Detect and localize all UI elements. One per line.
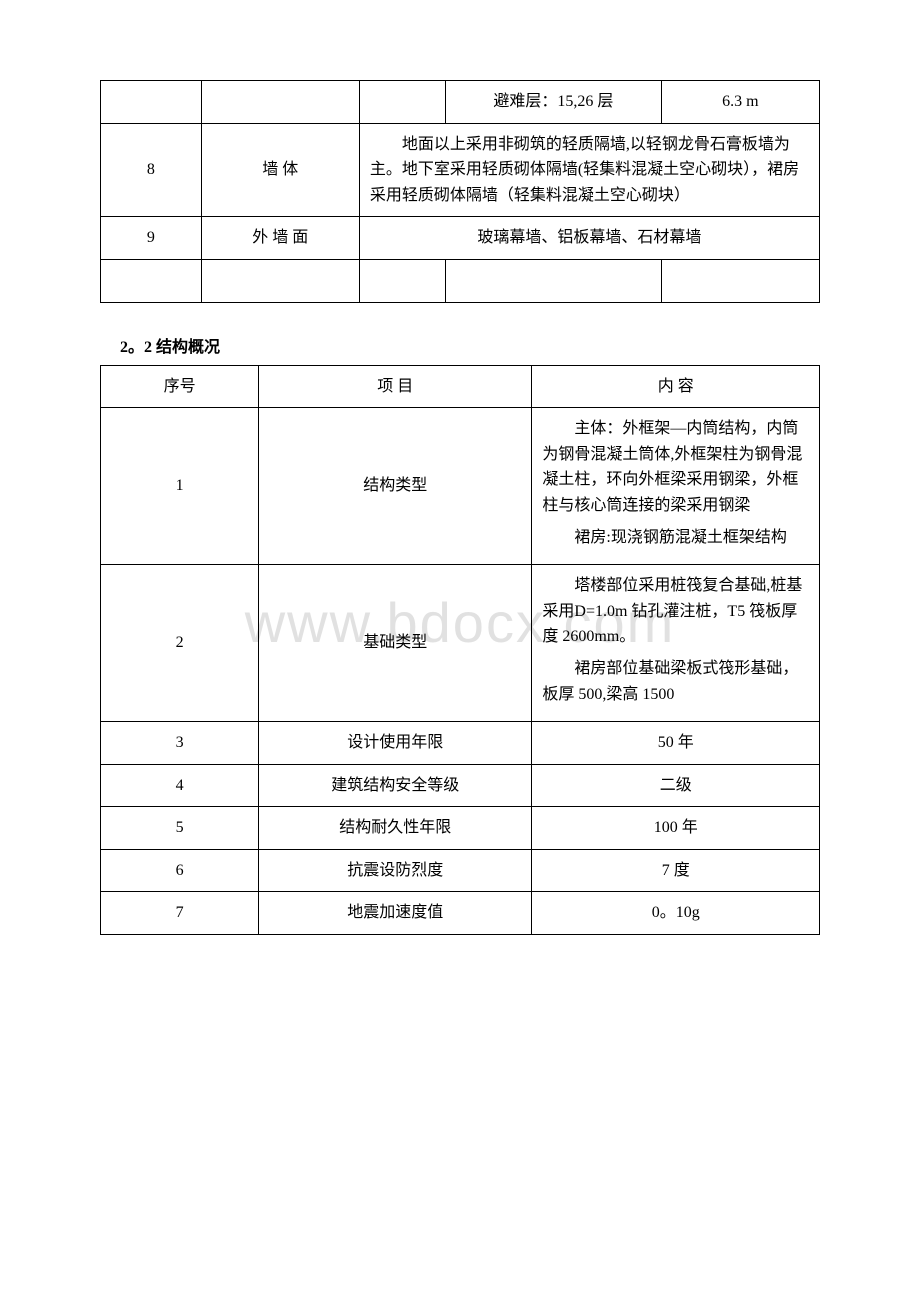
cell-safety-grade: 二级 [532,764,820,807]
cell-label-foundation: 基础类型 [259,565,532,722]
cell-num: 1 [101,408,259,565]
cell-num: 6 [101,849,259,892]
table-row [101,259,820,302]
cell-exterior-content: 玻璃幕墙、铝板幕墙、石材幕墙 [359,217,819,260]
cell-empty [201,81,359,124]
cell-num: 8 [101,123,202,217]
cell-empty [359,81,445,124]
cell-num: 2 [101,565,259,722]
cell-wall-content: 地面以上采用非砌筑的轻质隔墙,以轻钢龙骨石膏板墙为主。地下室采用轻质砌体隔墙(轻… [359,123,819,217]
table-row: 避难层：15,26 层 6.3 m [101,81,820,124]
cell-empty [446,259,662,302]
table-row: 5 结构耐久性年限 100 年 [101,807,820,850]
header-item: 项 目 [259,365,532,408]
para-foundation-podium: 裙房部位基础梁板式筏形基础，板厚 500,梁高 1500 [542,656,809,707]
cell-num: 5 [101,807,259,850]
cell-label-acceleration: 地震加速度值 [259,892,532,935]
cell-empty [359,259,445,302]
cell-empty [101,81,202,124]
header-content: 内 容 [532,365,820,408]
cell-seismic: 7 度 [532,849,820,892]
table-row: 6 抗震设防烈度 7 度 [101,849,820,892]
cell-label-design-life: 设计使用年限 [259,722,532,765]
cell-durability: 100 年 [532,807,820,850]
cell-empty [661,259,819,302]
cell-refuge-height: 6.3 m [661,81,819,124]
table-header-row: 序号 项 目 内 容 [101,365,820,408]
cell-num: 3 [101,722,259,765]
cell-num: 9 [101,217,202,260]
para-struct-main: 主体：外框架—内筒结构，内筒为钢骨混凝土筒体,外框架柱为钢骨混凝土柱，环向外框梁… [542,416,809,518]
cell-refuge-floors: 避难层：15,26 层 [446,81,662,124]
cell-num: 7 [101,892,259,935]
table-row: 1 结构类型 主体：外框架—内筒结构，内筒为钢骨混凝土筒体,外框架柱为钢骨混凝土… [101,408,820,565]
table-row: 9 外 墙 面 玻璃幕墙、铝板幕墙、石材幕墙 [101,217,820,260]
table-structure: 序号 项 目 内 容 1 结构类型 主体：外框架—内筒结构，内筒为钢骨混凝土筒体… [100,365,820,936]
table-row: 2 基础类型 塔楼部位采用桩筏复合基础,桩基采用D=1.0m 钻孔灌注桩，T5 … [101,565,820,722]
cell-label-durability: 结构耐久性年限 [259,807,532,850]
cell-design-life: 50 年 [532,722,820,765]
para-struct-podium: 裙房:现浇钢筋混凝土框架结构 [542,525,809,551]
cell-label-wall: 墙 体 [201,123,359,217]
table-row: 8 墙 体 地面以上采用非砌筑的轻质隔墙,以轻钢龙骨石膏板墙为主。地下室采用轻质… [101,123,820,217]
cell-empty [101,259,202,302]
cell-foundation-content: 塔楼部位采用桩筏复合基础,桩基采用D=1.0m 钻孔灌注桩，T5 筏板厚度 26… [532,565,820,722]
para-foundation-tower: 塔楼部位采用桩筏复合基础,桩基采用D=1.0m 钻孔灌注桩，T5 筏板厚度 26… [542,573,809,650]
cell-num: 4 [101,764,259,807]
cell-acceleration: 0。10g [532,892,820,935]
cell-label-exterior: 外 墙 面 [201,217,359,260]
section-title-structure: 2。2 结构概况 [120,333,820,357]
table-building-continued: 避难层：15,26 层 6.3 m 8 墙 体 地面以上采用非砌筑的轻质隔墙,以… [100,80,820,303]
header-seq: 序号 [101,365,259,408]
cell-struct-type-content: 主体：外框架—内筒结构，内筒为钢骨混凝土筒体,外框架柱为钢骨混凝土柱，环向外框梁… [532,408,820,565]
table-row: 7 地震加速度值 0。10g [101,892,820,935]
cell-label-struct-type: 结构类型 [259,408,532,565]
cell-empty [201,259,359,302]
cell-label-seismic: 抗震设防烈度 [259,849,532,892]
table-row: 4 建筑结构安全等级 二级 [101,764,820,807]
cell-label-safety-grade: 建筑结构安全等级 [259,764,532,807]
table-row: 3 设计使用年限 50 年 [101,722,820,765]
